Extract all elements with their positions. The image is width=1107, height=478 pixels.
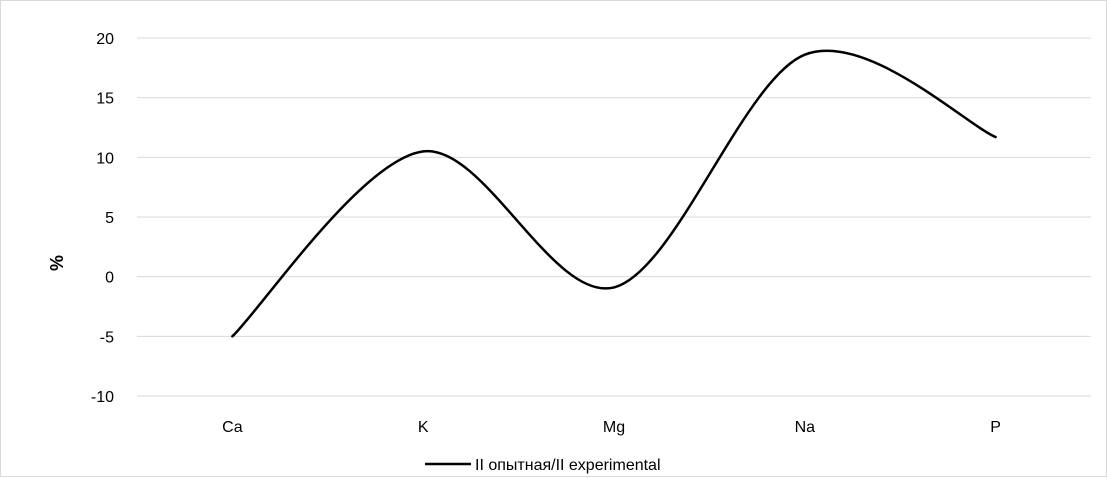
x-tick-labels: Ca K Mg Na P bbox=[222, 419, 1001, 436]
legend-label: II опытная/II experimental bbox=[475, 457, 661, 474]
x-tick-label-na: Na bbox=[795, 419, 816, 436]
y-tick-label: 20 bbox=[96, 31, 114, 48]
y-tick-label: -5 bbox=[100, 329, 114, 346]
x-tick-label-k: K bbox=[418, 419, 429, 436]
y-tick-labels: -10 -5 0 5 10 15 20 bbox=[91, 31, 114, 406]
x-tick-label-mg: Mg bbox=[603, 419, 625, 436]
y-tick-label: 0 bbox=[105, 270, 114, 287]
y-tick-label: 5 bbox=[105, 210, 114, 227]
series-line-0 bbox=[231, 49, 997, 338]
grid-lines bbox=[137, 37, 1091, 397]
y-tick-label: 15 bbox=[96, 91, 114, 108]
x-tick-label-p: P bbox=[990, 419, 1001, 436]
y-tick-label: 10 bbox=[96, 150, 114, 167]
y-tick-label: -10 bbox=[91, 389, 114, 406]
x-tick-label-ca: Ca bbox=[222, 419, 243, 436]
y-axis-title: % bbox=[47, 255, 67, 271]
legend: II опытная/II experimental bbox=[425, 457, 661, 474]
series-lines bbox=[231, 49, 997, 338]
